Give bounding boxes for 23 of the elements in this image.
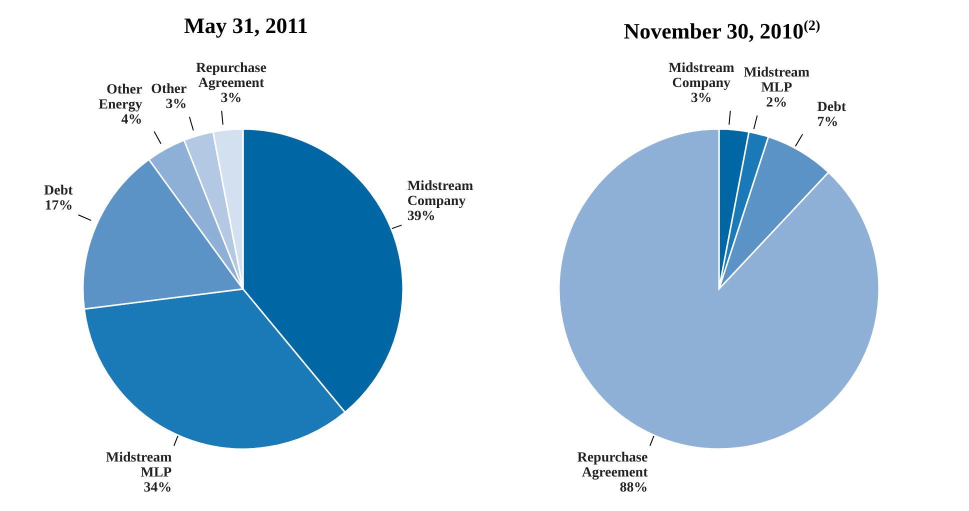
chart-title: November 30, 2010$^{(2)}$ [622, 17, 822, 44]
slice-label: Midstream Company [407, 179, 474, 210]
chart-title: May 31, 2011 [182, 12, 310, 40]
data-label: 34% [144, 480, 172, 496]
data-label: 7% [817, 115, 838, 130]
data-label: 39% [407, 209, 436, 224]
data-label: 88% [620, 480, 648, 496]
slice-label: Debt [44, 184, 74, 199]
data-label: 2% [766, 96, 788, 111]
data-label: 4% [121, 112, 142, 128]
data-label: 3% [690, 90, 712, 106]
slice-label: Other Energy [98, 82, 142, 112]
slice-label: Repurchase Agreement [577, 450, 648, 480]
slice-label: Other [150, 82, 187, 98]
data-label: 17% [44, 198, 73, 214]
data-label: 3% [166, 97, 187, 112]
slice-label: Midstream MLP [744, 66, 810, 96]
slice-label: Midstream MLP [106, 450, 172, 480]
pie-slice [558, 128, 880, 450]
slice-label: Repurchase Agreement [196, 60, 266, 91]
data-label: 3% [220, 90, 242, 106]
slice-label: Debt [817, 100, 846, 116]
slice-label: Midstream Company [668, 60, 735, 91]
